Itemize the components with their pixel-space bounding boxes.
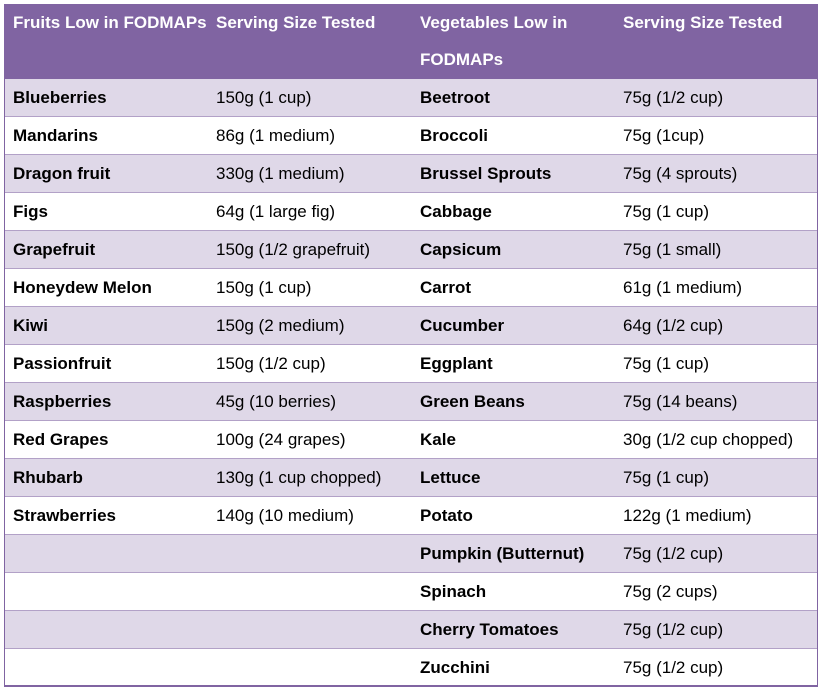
vegetable-name-cell: Kale [411,420,614,459]
table-row: Honeydew Melon 150g (1 cup) Carrot 61g (1 m… [4,268,818,307]
vegetable-name-cell: Spinach [411,572,614,611]
vegetable-serving-cell: 75g (4 sprouts) [614,154,818,193]
fruit-name-cell: Rhubarb [4,458,207,497]
fruit-name-cell [4,534,207,573]
table-row: Kiwi 150g (2 medium) Cucumber 64g (1/2 cup) [4,306,818,345]
fruit-name-cell: Honeydew Melon [4,268,207,307]
vegetable-name-cell: Potato [411,496,614,535]
fruit-serving-cell [207,534,411,573]
table-row: Blueberries 150g (1 cup) Beetroot 75g (1/2 … [4,78,818,117]
fruit-name-cell: Strawberries [4,496,207,535]
fruit-serving-cell: 150g (2 medium) [207,306,411,345]
fruit-serving-cell: 150g (1 cup) [207,268,411,307]
vegetable-serving-cell: 30g (1/2 cup chopped) [614,420,818,459]
fruit-name-cell: Passionfruit [4,344,207,383]
table-row: Grapefruit 150g (1/2 grapefruit) Capsicum 7… [4,230,818,269]
table-row: Rhubarb 130g (1 cup chopped) Lettuce 75g (1… [4,458,818,497]
table-row: Cherry Tomatoes 75g (1/2 cup) [4,610,818,649]
vegetable-name-cell: Green Beans [411,382,614,421]
table-row: Passionfruit 150g (1/2 cup) Eggplant 75g (1… [4,344,818,383]
fruit-name-cell: Mandarins [4,116,207,155]
fruit-name-cell: Red Grapes [4,420,207,459]
fruit-name-cell [4,648,207,687]
vegetable-serving-cell: 75g (1/2 cup) [614,610,818,649]
fruit-name-cell: Figs [4,192,207,231]
fruit-serving-cell: 330g (1 medium) [207,154,411,193]
vegetable-name-cell: Cherry Tomatoes [411,610,614,649]
vegetable-name-cell: Cucumber [411,306,614,345]
vegetable-serving-cell: 75g (1 cup) [614,344,818,383]
fruit-name-cell: Dragon fruit [4,154,207,193]
table-row: Spinach 75g (2 cups) [4,572,818,611]
table-row: Strawberries 140g (10 medium) Potato 122g (… [4,496,818,535]
vegetable-name-cell: Beetroot [411,78,614,117]
vegetable-name-cell: Carrot [411,268,614,307]
table-header: Fruits Low in FODMAPs Serving Size Teste… [4,4,818,79]
vegetable-serving-cell: 75g (1/2 cup) [614,534,818,573]
table-row: Dragon fruit 330g (1 medium) Brussel Sprou… [4,154,818,193]
header-row: Fruits Low in FODMAPs Serving Size Teste… [4,4,818,79]
vegetable-serving-cell: 75g (1/2 cup) [614,648,818,687]
table-row: Zucchini 75g (1/2 cup) [4,648,818,687]
fruit-serving-cell: 64g (1 large fig) [207,192,411,231]
header-fruits: Fruits Low in FODMAPs [4,4,207,79]
vegetable-serving-cell: 75g (1 small) [614,230,818,269]
fruit-serving-cell [207,572,411,611]
table-row: Figs 64g (1 large fig) Cabbage 75g (1 cup) [4,192,818,231]
vegetable-serving-cell: 75g (1 cup) [614,192,818,231]
vegetable-name-cell: Capsicum [411,230,614,269]
table-row: Red Grapes 100g (24 grapes) Kale 30g (1/2 c… [4,420,818,459]
vegetable-serving-cell: 75g (1cup) [614,116,818,155]
table-body: Blueberries 150g (1 cup) Beetroot 75g (1/2 … [4,78,818,687]
fruit-serving-cell: 130g (1 cup chopped) [207,458,411,497]
vegetable-serving-cell: 75g (2 cups) [614,572,818,611]
vegetable-serving-cell: 75g (14 beans) [614,382,818,421]
vegetable-name-cell: Broccoli [411,116,614,155]
vegetable-serving-cell: 122g (1 medium) [614,496,818,535]
vegetable-serving-cell: 61g (1 medium) [614,268,818,307]
header-fruit-serving-size: Serving Size Tested [207,4,411,79]
vegetable-serving-cell: 64g (1/2 cup) [614,306,818,345]
fruit-serving-cell: 150g (1 cup) [207,78,411,117]
fruit-serving-cell [207,610,411,649]
fruit-name-cell: Kiwi [4,306,207,345]
vegetable-serving-cell: 75g (1 cup) [614,458,818,497]
table-row: Raspberries 45g (10 berries) Green Beans 75… [4,382,818,421]
vegetable-name-cell: Zucchini [411,648,614,687]
fruit-name-cell: Grapefruit [4,230,207,269]
vegetable-name-cell: Cabbage [411,192,614,231]
fruit-serving-cell [207,648,411,687]
vegetable-serving-cell: 75g (1/2 cup) [614,78,818,117]
fruit-name-cell [4,572,207,611]
fruit-serving-cell: 140g (10 medium) [207,496,411,535]
fodmap-table: Fruits Low in FODMAPs Serving Size Teste… [4,4,818,687]
fruit-serving-cell: 100g (24 grapes) [207,420,411,459]
vegetable-name-cell: Lettuce [411,458,614,497]
header-vegetables: Vegetables Low in FODMAPs [411,4,614,79]
fruit-name-cell [4,610,207,649]
fruit-serving-cell: 86g (1 medium) [207,116,411,155]
fruit-serving-cell: 45g (10 berries) [207,382,411,421]
table-row: Mandarins 86g (1 medium) Broccoli 75g (1cup… [4,116,818,155]
fruit-serving-cell: 150g (1/2 cup) [207,344,411,383]
header-vegetable-serving-size: Serving Size Tested [614,4,818,79]
fruit-serving-cell: 150g (1/2 grapefruit) [207,230,411,269]
table-row: Pumpkin (Butternut) 75g (1/2 cup) [4,534,818,573]
fruit-name-cell: Blueberries [4,78,207,117]
fruit-name-cell: Raspberries [4,382,207,421]
vegetable-name-cell: Eggplant [411,344,614,383]
vegetable-name-cell: Pumpkin (Butternut) [411,534,614,573]
vegetable-name-cell: Brussel Sprouts [411,154,614,193]
